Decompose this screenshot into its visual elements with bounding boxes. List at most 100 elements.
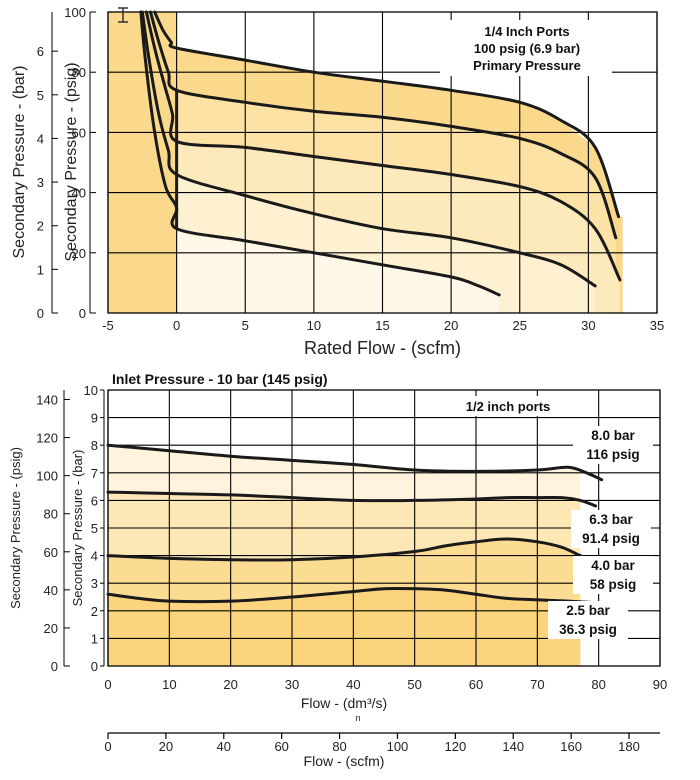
chart1-x-tick: -5: [102, 318, 114, 333]
chart1-bar-tick-label: 2: [37, 219, 44, 234]
chart2-series-label-bar: 6.3 bar: [589, 512, 633, 527]
chart2-scfm-tick-label: 40: [217, 739, 231, 754]
chart2-bar-tick-label: 10: [84, 383, 98, 398]
chart2-series-label-bg: [573, 426, 653, 464]
chart2-scfm-tick-label: 160: [560, 739, 582, 754]
chart2-x-tick: 10: [162, 677, 176, 692]
chart1-fill-0: [176, 207, 500, 313]
chart1-x-label: Rated Flow - (scfm): [304, 338, 461, 358]
chart2-x-tick: 90: [653, 677, 667, 692]
chart1-curve-0: [139, 10, 501, 297]
chart1-bar-tick-label: 3: [37, 175, 44, 190]
chart2-ylabel-bar: Secondary Pressure - (bar): [70, 450, 85, 607]
chart1-psig-tick-label: 80: [72, 65, 86, 80]
chart2-series-label-bg: [573, 556, 653, 594]
chart1-curve-4: [153, 10, 621, 219]
chart2-scfm-tick-label: 60: [274, 739, 288, 754]
chart2-curve-2: [106, 537, 598, 563]
chart2-x-tick: 50: [407, 677, 421, 692]
chart2-psig-tick-label: 0: [51, 659, 58, 674]
chart1-bar-tick-label: 0: [37, 306, 44, 321]
chart1-left-band: [108, 12, 177, 313]
chart2-bar-tick-label: 4: [91, 549, 98, 564]
chart2-curve-0: [106, 443, 604, 482]
chart2-series-label-psig: 58 psig: [590, 577, 637, 592]
chart1-marker-icon: [118, 7, 128, 23]
chart2-curve-1: [106, 490, 598, 508]
chart1-bar-tick-label: 1: [37, 262, 44, 277]
chart2-x-tick: 30: [285, 677, 299, 692]
chart2-series-label-bar: 8.0 bar: [591, 428, 635, 443]
chart1-curve-3: [149, 10, 618, 240]
chart2-annotation: 1/2 inch ports: [466, 399, 551, 414]
chart1-x-tick: 30: [581, 318, 595, 333]
chart2-psig-tick-label: 60: [44, 545, 58, 560]
chart1-ylabel-bar: Secondary Pressure - (bar): [11, 66, 28, 259]
chart1-curve-1: [140, 10, 597, 288]
chart2-series-label-psig: 116 psig: [586, 447, 639, 462]
chart2-series-label-bar: 2.5 bar: [566, 603, 610, 618]
chart1-bar-tick-label: 6: [37, 44, 44, 59]
chart1-psig-tick-label: 20: [72, 246, 86, 261]
chart2-scfm-tick-label: 100: [387, 739, 409, 754]
chart1-annotation-line: Primary Pressure: [473, 58, 581, 73]
chart1-x-tick: 25: [513, 318, 527, 333]
chart1-x-tick: 10: [307, 318, 321, 333]
chart2-scfm-label: Flow - (scfm): [304, 753, 385, 769]
chart2-scfm-tick-label: 140: [502, 739, 524, 754]
chart2-psig-tick-label: 140: [36, 393, 58, 408]
chart1-x-tick: 15: [375, 318, 389, 333]
chart1-x-tick: 35: [650, 318, 664, 333]
chart2-x-tick: 60: [469, 677, 483, 692]
chart2-scfm-tick-label: 120: [445, 739, 467, 754]
chart2-series-label-psig: 91.4 psig: [582, 531, 640, 546]
chart2-x-tick: 80: [591, 677, 605, 692]
chart2-scfm-tick-label: 180: [618, 739, 640, 754]
chart2-bar-tick-label: 7: [91, 466, 98, 481]
chart1-annotation-line: 100 psig (6.9 bar): [474, 41, 580, 56]
chart1-ylabel-psig: Secondary Pressure - (psig): [63, 62, 80, 261]
chart2-psig-tick-label: 40: [44, 583, 58, 598]
chart2-bar-tick-label: 8: [91, 438, 98, 453]
chart1-bar-tick-label: 4: [37, 131, 44, 146]
chart2-psig-tick-label: 20: [44, 621, 58, 636]
chart2-psig-tick-label: 100: [36, 469, 58, 484]
chart2-x-tick: 20: [223, 677, 237, 692]
chart1-annotation-bg: [440, 20, 612, 76]
chart2-series-label-bg: [548, 601, 628, 639]
chart2-fill-3: [108, 588, 581, 666]
chart1-annotation-line: 1/4 Inch Ports: [484, 24, 569, 39]
chart2-extra-label: n: [355, 713, 360, 723]
chart2-frame: [107, 389, 661, 667]
chart1-frame: [107, 11, 658, 314]
chart2-bar-tick-label: 1: [91, 631, 98, 646]
chart2-scfm-tick-label: 20: [159, 739, 173, 754]
chart1-curve-2: [144, 10, 622, 282]
chart2-series-label-bg: [571, 510, 651, 548]
chart2-x-tick: 0: [104, 677, 111, 692]
chart2-bar-tick-label: 5: [91, 521, 98, 536]
chart1-x-tick: 0: [173, 318, 180, 333]
chart1-psig-tick-label: 0: [79, 306, 86, 321]
chart2-ylabel-psig: Secondary Pressure - (psig): [8, 447, 23, 609]
chart1-psig-tick-label: 60: [72, 125, 86, 140]
chart2-bar-tick-label: 6: [91, 493, 98, 508]
chart2-psig-tick-label: 80: [44, 507, 58, 522]
chart2-bar-tick-label: 9: [91, 411, 98, 426]
chart2-scfm-tick-label: 80: [332, 739, 346, 754]
chart2-title: Inlet Pressure - 10 bar (145 psig): [112, 371, 328, 387]
chart2-psig-tick-label: 120: [36, 431, 58, 446]
chart2-x-label: Flow - (dm³/s): [301, 695, 387, 711]
chart1-x-tick: 20: [444, 318, 458, 333]
chart2-series-label-psig: 36.3 psig: [559, 622, 617, 637]
chart2-x-tick: 40: [346, 677, 360, 692]
chart2-series-label-bar: 4.0 bar: [591, 558, 635, 573]
chart1-psig-tick-label: 100: [64, 5, 86, 20]
chart2-scfm-tick-label: 0: [104, 739, 111, 754]
chart2-curve-3: [106, 586, 594, 604]
chart1-bar-tick-label: 5: [37, 88, 44, 103]
chart2-bar-tick-label: 0: [91, 659, 98, 674]
chart2-x-tick: 70: [530, 677, 544, 692]
